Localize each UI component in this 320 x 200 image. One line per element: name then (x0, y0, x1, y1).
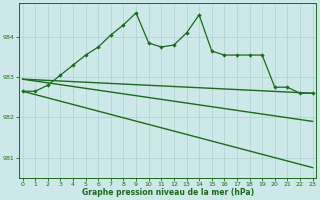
X-axis label: Graphe pression niveau de la mer (hPa): Graphe pression niveau de la mer (hPa) (82, 188, 254, 197)
